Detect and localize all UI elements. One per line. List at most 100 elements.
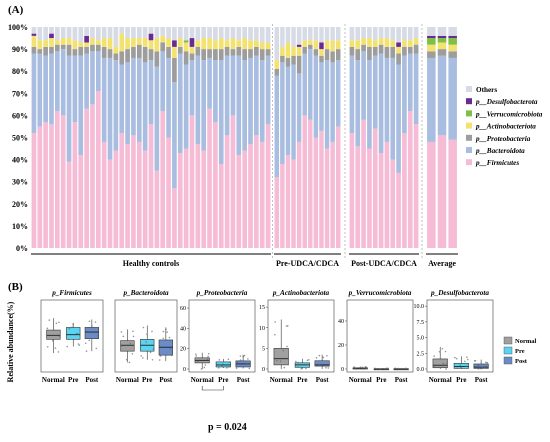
- bar-segment: [396, 53, 401, 65]
- bar-segment: [285, 155, 291, 248]
- bar-segment: [230, 115, 236, 249]
- bar-segment: [166, 27, 171, 39]
- bar-segment: [265, 124, 271, 248]
- bar-segment: [274, 27, 280, 61]
- legend-label: Pre: [515, 348, 525, 355]
- bar-segment: [308, 44, 313, 50]
- data-point: [314, 364, 317, 367]
- bar-segment: [390, 57, 396, 160]
- y-tick-label: 90%: [12, 45, 28, 54]
- bar-segment: [136, 57, 142, 142]
- bar-segment: [55, 110, 60, 248]
- legend-swatch: [466, 122, 472, 129]
- data-point: [206, 358, 209, 361]
- bar-segment: [230, 27, 236, 39]
- bar-segment: [136, 141, 142, 248]
- bar-segment: [37, 53, 43, 127]
- legend-label: p__Verrucomicrobiota: [475, 110, 543, 118]
- data-point: [300, 368, 302, 370]
- bar-segment: [437, 135, 447, 248]
- data-point: [216, 363, 218, 366]
- legend-label: Others: [476, 86, 497, 94]
- category-label: Pre: [218, 376, 228, 384]
- legend-swatch: [503, 346, 513, 355]
- legend-label: Post: [515, 358, 528, 365]
- bar-segment: [390, 27, 396, 41]
- y-tick-label: 40: [180, 326, 186, 332]
- subplot-title: p_Actinobacteriota: [272, 289, 330, 297]
- data-point: [406, 367, 409, 370]
- bar-segment: [330, 40, 335, 52]
- data-point: [282, 349, 285, 352]
- bar-segment: [224, 55, 230, 136]
- data-point: [58, 321, 60, 324]
- bar-segment: [296, 46, 302, 56]
- bar-segment: [313, 137, 319, 248]
- bar-segment: [49, 33, 54, 39]
- bar-segment: [101, 141, 107, 248]
- bar-segment: [396, 172, 401, 248]
- bar-segment: [31, 53, 37, 134]
- box: [432, 358, 448, 369]
- bar-segment: [402, 133, 407, 248]
- bar-segment: [384, 27, 390, 39]
- bar-segment: [183, 148, 189, 248]
- bar-segment: [384, 57, 390, 142]
- category-label: Pre: [376, 376, 386, 384]
- subplot-title: p_Proteobacteria: [196, 289, 248, 297]
- subplot-frame: [267, 299, 335, 373]
- bar-segment: [296, 27, 302, 45]
- legend-swatch: [466, 98, 472, 105]
- y-tick-label: 10: [259, 326, 265, 332]
- bar-segment: [407, 110, 413, 248]
- bar-segment: [55, 44, 60, 52]
- bar-segment: [119, 51, 125, 65]
- bar-segment: [201, 150, 207, 248]
- bar-segment: [236, 46, 242, 56]
- data-point: [405, 367, 407, 370]
- data-point: [384, 368, 386, 370]
- bar-segment: [319, 62, 324, 131]
- y-tick-label: 100%: [8, 23, 28, 32]
- bar-segment: [154, 38, 160, 52]
- bar-segment: [142, 38, 148, 47]
- box: [273, 348, 289, 366]
- subplot-frame: [426, 299, 494, 373]
- data-point: [460, 366, 462, 369]
- bar-segment: [95, 91, 101, 248]
- y-tick-label: 40%: [12, 156, 28, 165]
- data-point: [221, 365, 223, 367]
- data-point: [361, 366, 364, 369]
- bar-segment: [90, 51, 95, 105]
- bar-segment: [113, 150, 119, 248]
- data-point: [140, 355, 142, 357]
- data-point: [68, 327, 71, 330]
- data-point: [467, 358, 469, 361]
- bar-segment: [335, 40, 341, 50]
- bar-segment: [90, 27, 95, 39]
- data-point: [480, 367, 483, 370]
- bar-segment: [349, 27, 355, 41]
- bar-segment: [154, 27, 160, 39]
- bar-segment: [84, 27, 89, 36]
- data-point: [274, 333, 276, 336]
- bar-segment: [172, 82, 177, 189]
- y-tick-label: 20: [180, 347, 186, 353]
- bar-segment: [448, 57, 457, 140]
- box: [46, 329, 61, 340]
- data-point: [455, 357, 458, 360]
- category-label: Normal: [270, 376, 293, 384]
- data-point: [46, 346, 49, 348]
- bar-segment: [107, 57, 113, 160]
- y-tick-label: 2.5: [417, 351, 425, 357]
- category-label: Normal: [116, 376, 139, 384]
- bar-segment: [160, 110, 166, 248]
- data-point: [376, 367, 379, 370]
- bar-segment: [142, 27, 148, 39]
- bar-segment: [407, 46, 413, 54]
- bar-segment: [119, 133, 125, 248]
- bar-segment: [201, 49, 207, 61]
- category-label: Post: [316, 376, 330, 384]
- bar-segment: [160, 35, 166, 43]
- bar-segment: [230, 38, 236, 50]
